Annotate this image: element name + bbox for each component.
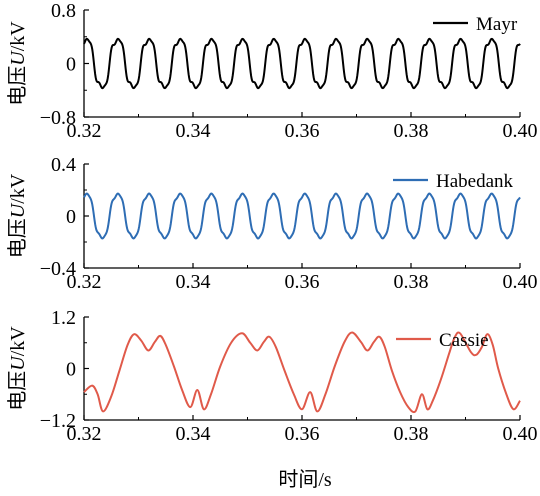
x-tick-label: 0.38 [394, 271, 429, 293]
x-tick-label: 0.32 [67, 271, 102, 293]
x-tick-label: 0.40 [503, 271, 538, 293]
x-tick-label: 0.40 [503, 120, 538, 142]
y-tick-label: 0.8 [51, 0, 76, 22]
x-tick-label: 0.32 [67, 423, 102, 445]
series-line-mayr [83, 37, 521, 90]
chart-panel-1: 0.32 0.34 0.36 0.38 0.40 0.8 0 −0.8 电压U/kV Mayr [6, 0, 538, 142]
x-axis-label: 时间/s [278, 468, 332, 491]
series-line-habedank [83, 192, 521, 240]
x-tick-label: 0.32 [67, 120, 102, 142]
chart-panel-3: 0.32 0.34 0.36 0.38 0.40 1.2 0 −1.2 电压U/kV Cassie [6, 307, 538, 445]
x-tick-label: 0.36 [285, 423, 320, 445]
y-tick-label: −0.4 [40, 258, 76, 280]
y-axis-label: 电压U/kV [6, 21, 29, 106]
y-tick-label: 0 [66, 206, 76, 228]
legend-label: Habedank [436, 171, 514, 192]
y-tick-label: −1.2 [40, 410, 76, 432]
x-tick-label: 0.34 [176, 271, 211, 293]
x-tick-label: 0.34 [176, 120, 211, 142]
y-tick-label: 1.2 [51, 307, 76, 329]
x-tick-label: 0.36 [285, 120, 320, 142]
y-axis-label: 电压U/kV [6, 173, 29, 258]
x-tick-label: 0.36 [285, 271, 320, 293]
y-tick-label: 0 [66, 54, 76, 76]
legend-label: Mayr [476, 14, 518, 35]
x-tick-label: 0.38 [394, 423, 429, 445]
series-line-cassie [83, 331, 521, 414]
legend-label: Cassie [439, 330, 489, 351]
x-tick-label: 0.38 [394, 120, 429, 142]
x-tick-label: 0.40 [503, 423, 538, 445]
y-tick-label: −0.8 [40, 107, 76, 129]
x-tick-label: 0.34 [176, 423, 211, 445]
y-axis-label: 电压U/kV [6, 326, 29, 411]
y-tick-label: 0.4 [51, 154, 76, 176]
y-tick-label: 0 [66, 359, 76, 381]
